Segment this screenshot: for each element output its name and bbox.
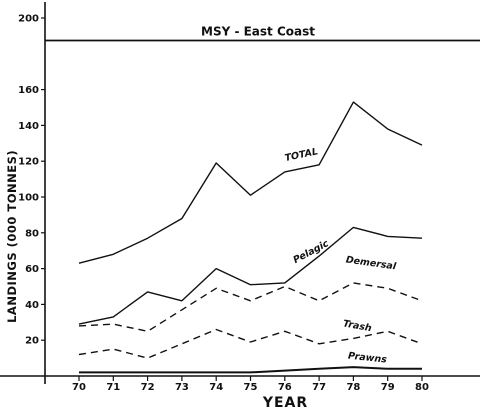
y-tick-label: 140 xyxy=(18,121,39,132)
x-tick-label: 79 xyxy=(381,382,395,393)
y-tick-label: 60 xyxy=(25,264,39,275)
series-line-demersal xyxy=(78,282,423,332)
y-axis-title: LANDINGS (000 TONNES) xyxy=(5,150,19,323)
x-tick-label: 80 xyxy=(415,382,429,393)
x-axis-title: YEAR xyxy=(262,395,308,411)
x-tick-label: 73 xyxy=(175,382,189,393)
series-line-pelagic xyxy=(78,226,423,325)
y-tick-label: 80 xyxy=(25,228,39,239)
series-lines xyxy=(78,101,423,374)
axes: 20 40 60 80 100 120 140 160 200 70 71 72 73 74 75 76 77 7… xyxy=(0,2,480,411)
y-tick-label: 40 xyxy=(25,300,39,311)
series-label-prawns: Prawns xyxy=(347,351,387,366)
x-tick-label: 75 xyxy=(244,382,258,393)
series-label-total: TOTAL xyxy=(284,146,319,164)
series-line-prawns xyxy=(79,366,422,374)
x-tick-label: 71 xyxy=(106,382,120,393)
y-tick-label: 200 xyxy=(18,14,39,25)
reference-line-group: MSY - East Coast xyxy=(45,24,480,42)
series-label-demersal: Demersal xyxy=(345,254,397,272)
msy-reference-label: MSY - East Coast xyxy=(201,24,315,38)
x-tick-label: 74 xyxy=(209,382,223,393)
series-label-trash: Trash xyxy=(342,318,373,334)
series-line-total xyxy=(78,101,423,264)
x-tick-label: 77 xyxy=(312,382,326,393)
x-tick-label: 72 xyxy=(141,382,155,393)
x-tick-label: 76 xyxy=(278,382,292,393)
x-tick-label: 70 xyxy=(72,382,86,393)
x-tick-label: 78 xyxy=(346,382,360,393)
y-tick-label: 120 xyxy=(18,157,39,168)
y-tick-label: 20 xyxy=(25,336,39,347)
y-tick-label: 100 xyxy=(18,193,39,204)
y-tick-label: 160 xyxy=(18,85,39,96)
series-line-trash xyxy=(78,328,423,359)
